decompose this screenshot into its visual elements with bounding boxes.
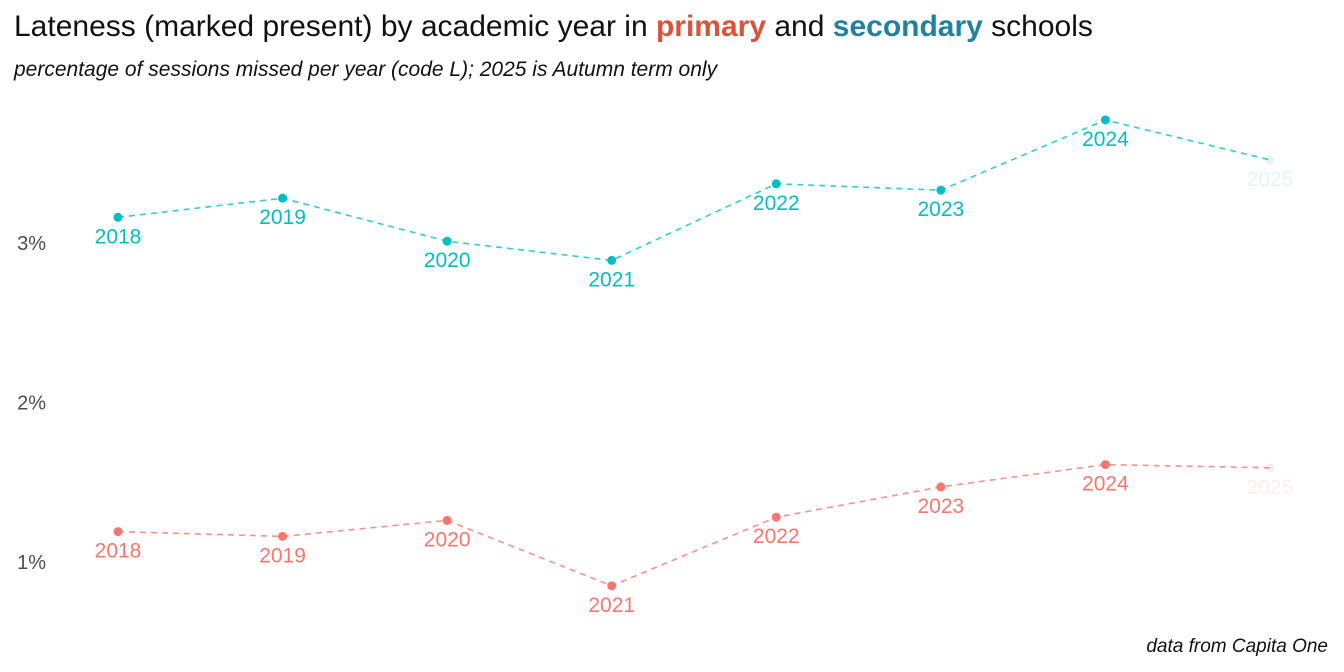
point-year-label: 2023 [917,495,964,518]
data-point-primary [936,482,946,492]
data-point-primary [607,581,617,591]
data-point-primary [771,512,781,522]
y-tick-label: 2% [17,392,46,414]
point-year-label: 2019 [259,544,306,567]
point-year-label: 2023 [917,198,964,221]
y-tick-label: 3% [17,233,46,255]
chart-subtitle: percentage of sessions missed per year (… [14,58,718,81]
series-line-primary [117,463,1271,587]
chart-caption: data from Capita One [1146,636,1328,657]
data-point-secondary [113,212,123,222]
data-point-secondary [278,193,288,203]
point-year-label: 2021 [588,268,635,291]
data-point-primary [442,515,452,525]
y-axis: 1% 2% 3% [17,233,46,574]
data-point-secondary [442,236,452,246]
data-point-secondary [1100,115,1110,125]
point-year-label: 2021 [588,594,635,617]
title-primary-word: primary [655,10,767,43]
point-year-label: 2020 [424,249,471,272]
data-point-primary [278,531,288,541]
title-middle: and [766,10,833,43]
data-point-secondary [607,255,617,265]
title-suffix: schools [982,10,1093,43]
point-year-label: 2024 [1082,473,1129,496]
data-point-primary [1100,460,1110,470]
series-layer: 2018 2019 2020 2021 2022 2023 2024 2025 2018 2019… [95,115,1294,617]
chart-title: Lateness (marked present) by academic ye… [14,10,1093,44]
point-year-label: 2024 [1082,128,1129,151]
data-point-secondary [771,179,781,189]
point-year-label: 2022 [753,192,800,215]
series-secondary: 2018 2019 2020 2021 2022 2023 2024 2025 [95,115,1294,291]
data-point-secondary [936,185,946,195]
point-year-label: 2020 [424,528,471,551]
point-year-label: 2025 [1247,476,1294,499]
title-prefix: Lateness (marked present) by academic ye… [14,10,656,43]
data-point-primary [1265,463,1275,473]
title-secondary-word: secondary [832,10,983,43]
series-primary: 2018 2019 2020 2021 2022 2023 2024 2025 [95,460,1294,617]
point-year-label: 2018 [95,225,142,248]
y-tick-label: 1% [17,552,46,574]
point-year-label: 2022 [753,525,800,548]
point-year-label: 2025 [1247,168,1294,191]
point-year-label: 2018 [95,540,142,563]
data-point-secondary [1265,155,1275,165]
data-point-primary [113,527,123,537]
point-year-label: 2019 [259,206,306,229]
